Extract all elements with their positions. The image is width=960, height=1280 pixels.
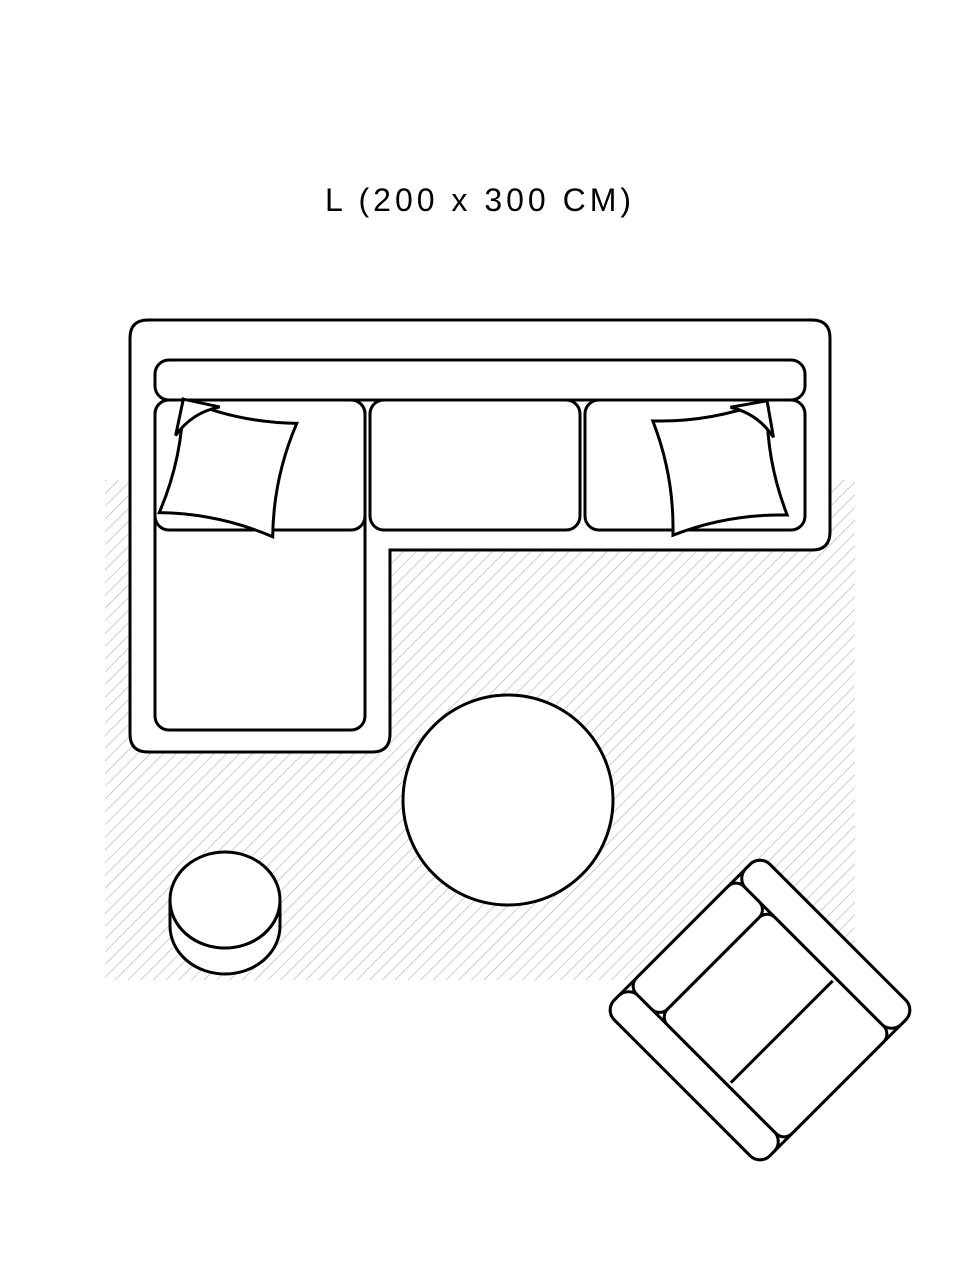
- sofa-backrest: [155, 360, 805, 400]
- diagram-canvas: L (200 x 300 CM): [0, 0, 960, 1280]
- floorplan-svg: [0, 0, 960, 1280]
- sofa-seat-2: [370, 400, 580, 530]
- pouf: [170, 852, 280, 974]
- pillow-2: [653, 401, 787, 535]
- coffee-table: [403, 695, 613, 905]
